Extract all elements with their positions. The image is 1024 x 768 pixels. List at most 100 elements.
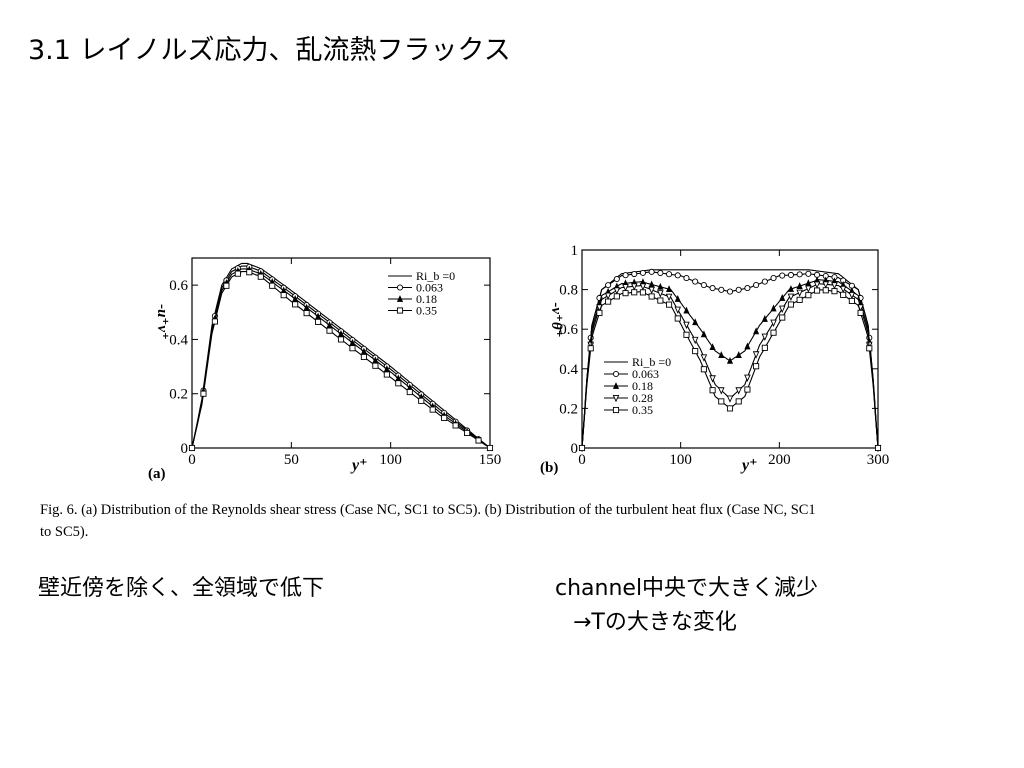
data-point — [280, 292, 287, 299]
data-point — [657, 282, 664, 290]
data-point — [700, 330, 707, 338]
series-line — [581, 283, 879, 449]
data-point — [692, 318, 699, 326]
y-tick-label: 0 — [181, 441, 189, 457]
legend-label: 0.063 — [416, 281, 443, 295]
data-point — [840, 291, 847, 298]
data-point — [657, 297, 664, 304]
data-point — [735, 398, 742, 405]
data-point — [796, 289, 803, 297]
legend-label: 0.28 — [632, 391, 653, 405]
y-tick-label: 0.4 — [169, 332, 188, 348]
data-point — [874, 444, 882, 452]
data-point — [735, 351, 742, 358]
data-point — [639, 283, 647, 291]
note-left: 壁近傍を除く、全領域で低下 — [38, 576, 325, 601]
series-0.35 — [188, 269, 494, 452]
data-point — [622, 284, 629, 292]
data-point — [604, 292, 612, 300]
data-point — [372, 362, 379, 369]
series-line — [191, 268, 491, 449]
data-point — [813, 281, 821, 289]
data-point — [605, 298, 612, 305]
data-point — [761, 278, 768, 285]
panel-label: (b) — [540, 460, 558, 476]
data-point — [486, 444, 494, 452]
data-point — [814, 287, 821, 294]
data-point — [674, 306, 682, 314]
data-point — [622, 290, 629, 297]
data-point — [631, 270, 638, 278]
data-point — [805, 270, 812, 277]
plot-frame — [581, 249, 879, 449]
data-point — [666, 271, 673, 278]
data-point — [770, 275, 777, 282]
data-point — [753, 282, 760, 289]
data-point — [831, 288, 838, 295]
legend-label: Ri_b =0 — [632, 355, 671, 369]
legend-label: 0.35 — [416, 304, 437, 318]
x-tick-label: 100 — [379, 452, 402, 468]
data-point — [452, 422, 459, 429]
series-0.28 — [578, 281, 882, 453]
data-point — [735, 387, 743, 395]
data-point — [779, 272, 786, 279]
data-point — [639, 289, 646, 296]
data-point — [692, 278, 699, 285]
data-point — [691, 336, 699, 345]
data-point — [683, 306, 690, 314]
data-point — [692, 348, 699, 355]
data-point — [796, 296, 803, 303]
x-tick-label: 300 — [867, 452, 890, 468]
series-line — [581, 289, 879, 449]
data-point — [418, 397, 425, 404]
x-axis-label: y⁺ — [350, 457, 368, 474]
data-point — [303, 310, 310, 317]
data-point — [839, 285, 847, 294]
note-right-line-2: →Tの大きな変化 — [573, 610, 737, 635]
data-point — [770, 319, 777, 327]
y-tick-label: 0.4 — [559, 362, 578, 378]
data-point — [857, 309, 864, 316]
data-point — [700, 282, 707, 289]
x-axis-label: y⁺ — [740, 457, 758, 474]
data-point — [726, 405, 734, 412]
data-point — [674, 272, 681, 279]
series-Ri_b =0 — [581, 269, 879, 449]
data-point — [665, 293, 673, 302]
data-point — [257, 273, 264, 280]
data-point — [822, 281, 830, 289]
data-point — [744, 374, 751, 382]
data-point — [648, 293, 655, 300]
data-point — [631, 289, 638, 296]
data-point — [630, 283, 638, 291]
x-tick-label: 200 — [768, 452, 791, 468]
data-point — [683, 275, 690, 282]
data-point — [246, 269, 253, 276]
data-point — [752, 351, 760, 359]
data-point — [709, 285, 716, 292]
legend-label: 0.35 — [632, 403, 653, 417]
data-point — [718, 351, 725, 358]
data-point — [349, 345, 356, 352]
slide-title: 3.1 レイノルズ応力、乱流熱フラックス — [28, 35, 511, 66]
data-point — [831, 282, 838, 290]
y-tick-label: 0.6 — [559, 322, 578, 338]
data-point — [726, 356, 734, 364]
data-point — [211, 318, 218, 325]
data-point — [805, 292, 812, 299]
data-point — [770, 329, 777, 336]
y-axis-label: -v⁺θ⁺ — [548, 302, 564, 337]
data-point — [605, 282, 612, 289]
data-point — [200, 390, 207, 397]
x-tick-label: 0 — [578, 452, 586, 468]
data-point — [326, 327, 333, 334]
data-point — [822, 287, 829, 294]
series-0.18 — [578, 276, 882, 451]
data-point — [779, 294, 786, 301]
data-point — [269, 282, 276, 289]
figure-caption-line-1: Fig. 6. (a) Distribution of the Reynolds… — [40, 502, 816, 518]
data-point — [700, 366, 707, 373]
